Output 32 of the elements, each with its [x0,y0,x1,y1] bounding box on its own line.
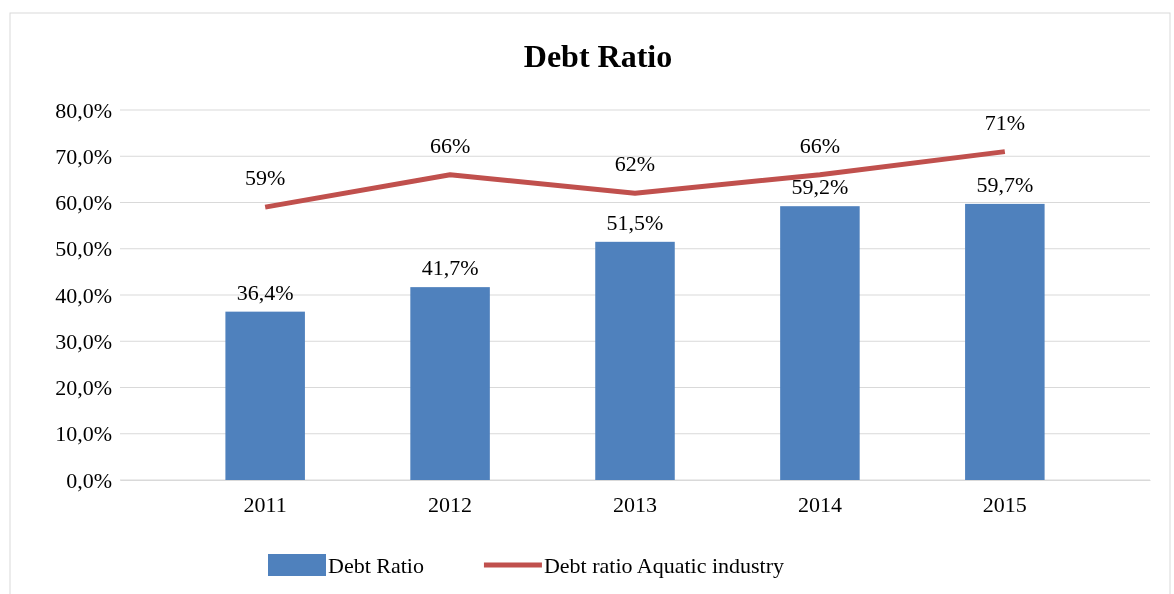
data-label: 59,2% [791,174,849,200]
y-tick-label: 0,0% [66,467,112,493]
bar [965,203,1045,480]
x-tick-label: 2015 [982,491,1027,517]
data-label: 36,4% [236,279,294,305]
legend-label: Debt ratio Aquatic industry [543,553,785,578]
x-tick-label: 2014 [797,491,842,517]
y-tick-label: 60,0% [55,190,112,216]
y-tick-label: 20,0% [55,375,112,401]
y-tick-label: 10,0% [55,421,112,447]
data-label: 62% [614,151,656,177]
bar [780,206,860,480]
data-label: 71% [984,109,1025,135]
data-label: 41,7% [421,255,479,281]
y-tick-label: 70,0% [55,143,112,169]
y-tick-label: 40,0% [55,282,112,308]
bar [225,311,305,480]
y-tick-label: 30,0% [55,328,112,354]
y-tick-label: 50,0% [55,236,112,262]
x-tick-label: 2011 [243,491,287,517]
chart-title: Debt Ratio [523,38,673,74]
bar [410,287,490,480]
data-label: 66% [799,132,841,158]
data-label: 59,7% [976,171,1034,197]
y-tick-label: 80,0% [55,97,112,123]
data-label: 66% [429,132,471,158]
legend-label: Debt Ratio [328,553,424,578]
bar [595,241,675,480]
x-tick-label: 2012 [428,491,473,517]
x-tick-label: 2013 [613,491,657,517]
data-label: 51,5% [606,209,664,235]
data-label: 59% [245,165,286,191]
